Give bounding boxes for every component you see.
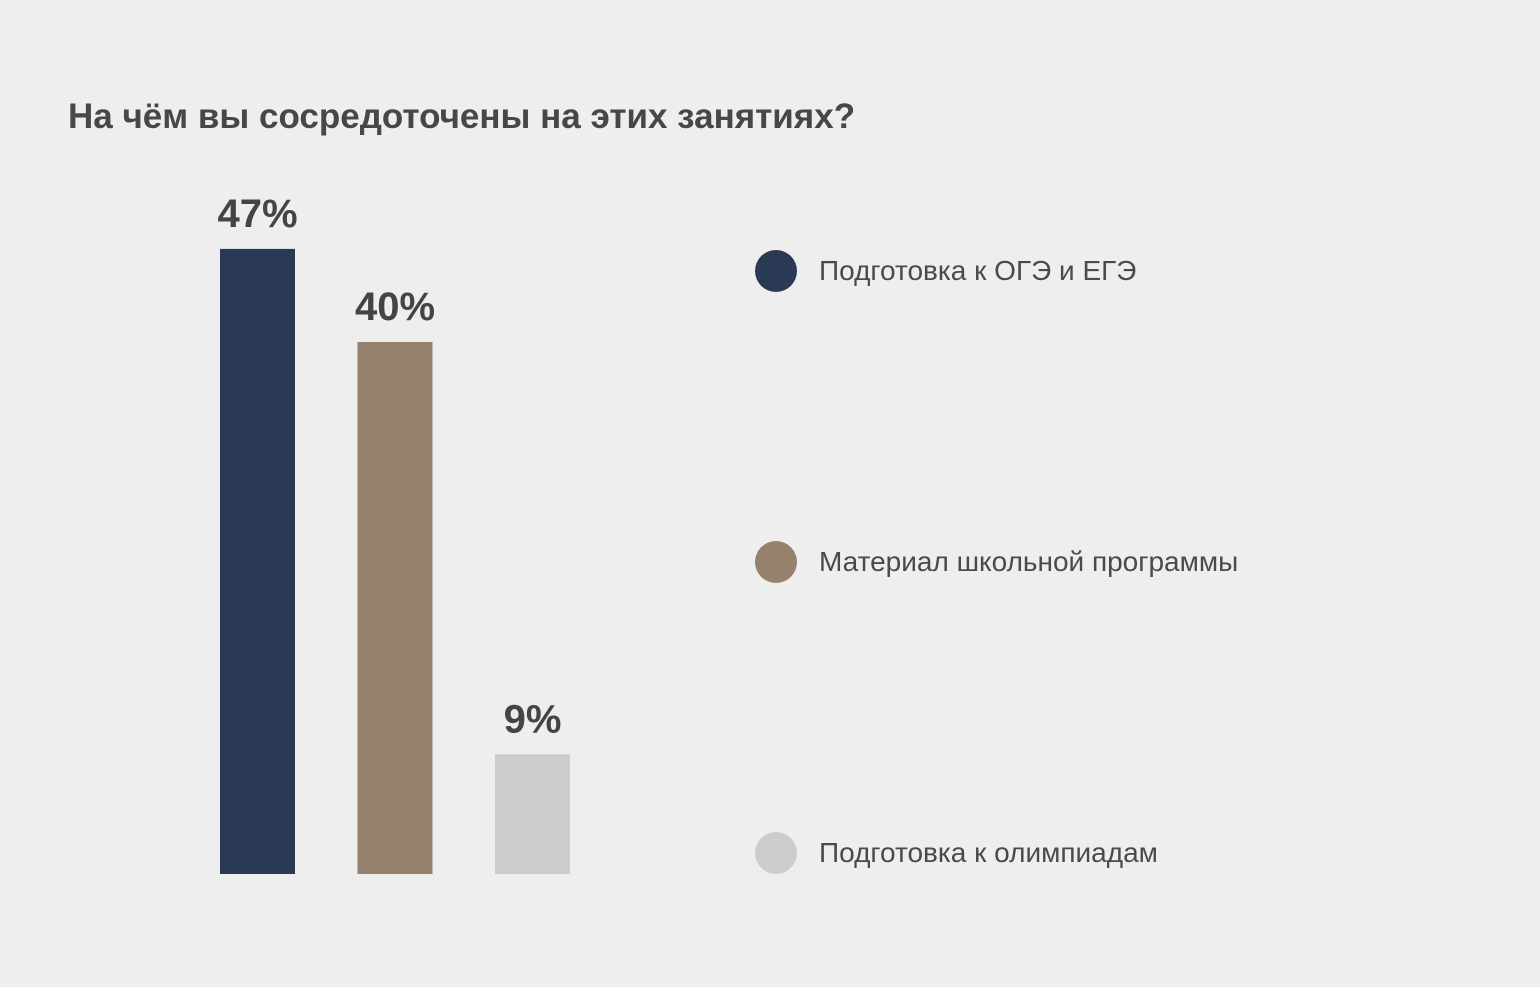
bar-olympiads-value-label: 9% bbox=[504, 697, 562, 741]
legend-swatch-olympiads bbox=[755, 832, 797, 874]
bar-oge-ege-value-label: 47% bbox=[217, 192, 297, 236]
bar-school-program bbox=[357, 342, 433, 874]
chart-title: На чём вы сосредоточены на этих занятиях… bbox=[68, 97, 856, 136]
legend-item-olympiads: Подготовка к олимпиадам bbox=[755, 832, 1158, 874]
legend-swatch-oge-ege bbox=[755, 250, 797, 292]
bar-olympiads bbox=[495, 754, 570, 874]
bar-chart: 47% 40% 9% bbox=[217, 192, 570, 874]
legend-label-oge-ege: Подготовка к ОГЭ и ЕГЭ bbox=[819, 255, 1137, 286]
bar-oge-ege bbox=[220, 248, 295, 874]
legend-item-school-program: Материал школьной программы bbox=[755, 541, 1238, 583]
bar-school-program-value-label: 40% bbox=[355, 285, 435, 329]
legend-label-olympiads: Подготовка к олимпиадам bbox=[819, 837, 1158, 868]
legend-item-oge-ege: Подготовка к ОГЭ и ЕГЭ bbox=[755, 250, 1136, 292]
legend-swatch-school-program bbox=[755, 541, 797, 583]
legend-label-school-program: Материал школьной программы bbox=[819, 546, 1239, 577]
